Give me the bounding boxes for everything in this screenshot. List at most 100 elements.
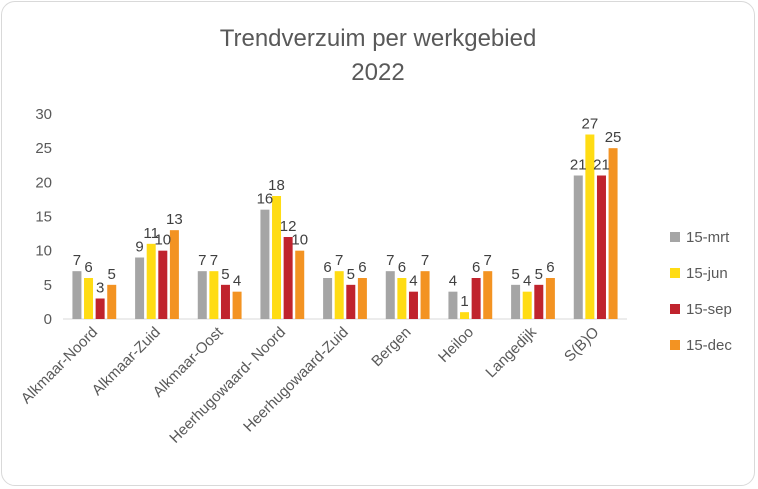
data-label: 6 (358, 259, 366, 276)
bar-15-jun-4 (334, 271, 344, 319)
bar-15-dec-4 (357, 278, 367, 319)
bar-15-mrt-1 (135, 257, 145, 319)
bar-15-sep-0 (95, 298, 105, 319)
data-label: 25 (605, 129, 622, 146)
bar-15-mrt-0 (72, 271, 82, 319)
data-label: 10 (291, 232, 308, 249)
bar-15-sep-2 (220, 284, 230, 319)
data-label: 21 (570, 157, 587, 174)
bar-15-jun-7 (522, 291, 532, 319)
bar-15-dec-8 (608, 148, 618, 319)
data-label: 6 (398, 259, 406, 276)
y-tick-label: 30 (35, 106, 52, 123)
bar-15-jun-1 (146, 243, 156, 319)
y-tick-label: 0 (44, 311, 52, 328)
legend-swatch-15-jun (670, 268, 680, 278)
data-label: 5 (511, 266, 519, 283)
bar-15-dec-6 (483, 271, 493, 319)
legend-label: 15-sep (686, 301, 732, 318)
bar-15-mrt-8 (573, 175, 583, 319)
bar-15-dec-5 (420, 271, 430, 319)
bar-15-dec-2 (232, 291, 242, 319)
data-label: 9 (135, 239, 143, 256)
bar-15-sep-1 (158, 250, 168, 319)
legend-swatch-15-sep (670, 304, 680, 314)
data-label: 4 (449, 273, 457, 290)
bar-15-mrt-6 (448, 291, 458, 319)
bar-15-jun-0 (84, 278, 94, 319)
bar-15-mrt-5 (385, 271, 395, 319)
category-label: Alkmaar-Noord (18, 324, 101, 407)
legend-label: 15-jun (686, 265, 728, 282)
legend-swatch-15-mrt (670, 232, 680, 242)
bar-15-dec-1 (169, 230, 179, 319)
bar-15-dec-3 (295, 250, 305, 319)
y-axis: 0 5 10 15 20 25 30 (35, 106, 52, 328)
data-label: 16 (257, 191, 274, 208)
data-label: 3 (96, 280, 104, 297)
data-label: 6 (472, 259, 480, 276)
bar-15-dec-0 (107, 284, 117, 319)
bar-15-sep-5 (408, 291, 418, 319)
data-label: 10 (154, 232, 171, 249)
category-label: Bergen (368, 324, 414, 370)
data-label: 11 (143, 225, 159, 242)
y-tick-label: 20 (35, 174, 52, 191)
bar-15-sep-4 (346, 284, 356, 319)
bar-15-sep-8 (596, 175, 606, 319)
bar-15-mrt-2 (197, 271, 207, 319)
legend: 15-mrt 15-jun 15-sep 15-dec (670, 229, 732, 354)
legend-label: 15-dec (686, 337, 732, 354)
data-label: 7 (198, 252, 206, 269)
category-labels: Alkmaar-NoordAlkmaar-ZuidAlkmaar-OostHee… (18, 323, 603, 446)
data-label: 7 (386, 252, 394, 269)
data-label: 13 (166, 211, 183, 228)
bar-15-dec-7 (545, 278, 555, 319)
data-label: 7 (210, 252, 218, 269)
bar-15-jun-5 (397, 278, 407, 319)
data-label: 4 (233, 273, 241, 290)
bar-15-mrt-4 (323, 278, 333, 319)
category-label: S(B)O (561, 324, 602, 365)
data-label: 18 (268, 177, 285, 194)
data-label: 5 (347, 266, 355, 283)
bar-15-mrt-7 (511, 284, 521, 319)
data-label: 7 (335, 252, 343, 269)
bar-15-jun-2 (209, 271, 219, 319)
bar-15-sep-3 (283, 237, 293, 319)
data-label: 7 (484, 252, 492, 269)
bar-15-jun-3 (272, 196, 282, 319)
bar-15-jun-6 (460, 312, 470, 319)
legend-swatch-15-dec (670, 340, 680, 350)
data-label: 5 (108, 266, 116, 283)
bars (72, 134, 618, 319)
y-tick-label: 25 (35, 140, 52, 157)
category-label: Langedijk (482, 323, 540, 381)
data-label: 7 (73, 252, 81, 269)
chart-title: Trendverzuim per werkgebied (220, 25, 537, 52)
legend-label: 15-mrt (686, 229, 730, 246)
data-label: 1 (460, 293, 468, 310)
bar-15-sep-7 (534, 284, 544, 319)
chart-subtitle: 2022 (351, 59, 404, 86)
data-label: 7 (421, 252, 429, 269)
category-label: Heiloo (435, 324, 477, 366)
data-label: 12 (280, 218, 297, 235)
bar-15-jun-8 (585, 134, 595, 319)
data-label: 6 (546, 259, 554, 276)
data-label: 5 (221, 266, 229, 283)
data-label: 5 (535, 266, 543, 283)
y-tick-label: 5 (44, 277, 52, 294)
data-label: 6 (323, 259, 331, 276)
data-label: 4 (409, 273, 417, 290)
y-tick-label: 15 (35, 209, 52, 226)
data-label: 27 (582, 116, 599, 133)
bar-15-sep-6 (471, 278, 481, 319)
data-label: 4 (523, 273, 531, 290)
bar-15-mrt-3 (260, 209, 270, 319)
data-label: 21 (593, 157, 610, 174)
data-label: 6 (84, 259, 92, 276)
